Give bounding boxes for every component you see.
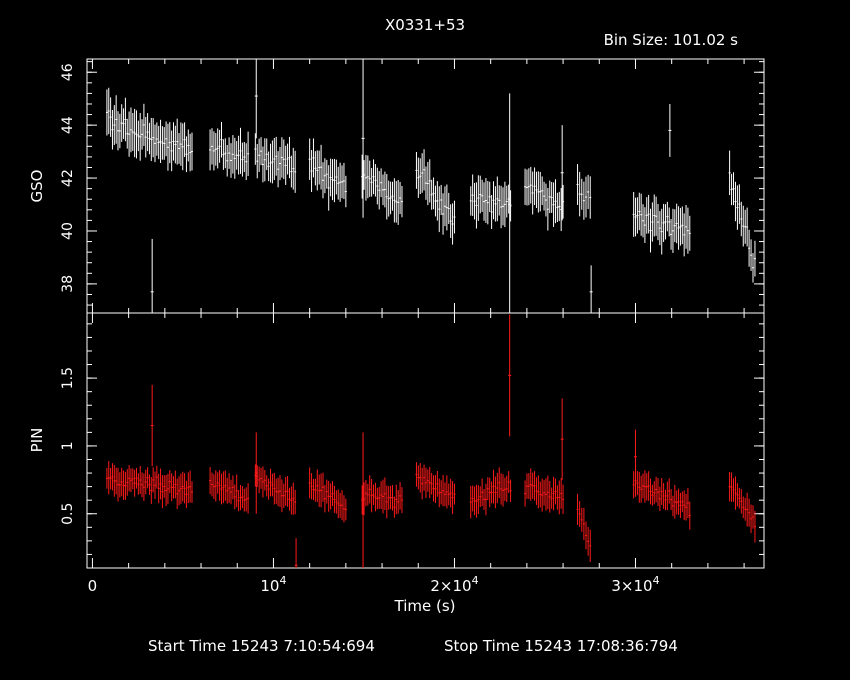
x-axis-label: Time (s): [394, 597, 456, 615]
pin-data-points: [105, 314, 756, 568]
chart-title: X0331+53: [385, 16, 465, 34]
x-tick-label-exponent: 4: [279, 574, 286, 587]
pin-panel: PIN 0.5 1 1.5: [28, 312, 765, 569]
pin-ytick-label: 1: [60, 441, 76, 450]
gso-ytick-label: 44: [60, 116, 76, 134]
stop-time-label: Stop Time 15243 17:08:36:794: [444, 637, 678, 655]
pin-ticks: 0.5 1 1.5: [60, 323, 764, 569]
x-tick-label-exponent: 4: [653, 574, 660, 587]
gso-ylabel: GSO: [28, 170, 46, 203]
gso-ytick-label: 42: [60, 169, 76, 187]
pin-frame: [86, 312, 765, 569]
pin-ytick-label: 0.5: [60, 503, 76, 525]
gso-ytick-label: 46: [60, 63, 76, 81]
gso-ytick-label: 40: [60, 222, 76, 240]
pin-ylabel: PIN: [28, 428, 46, 453]
x-axis-ticks: [91, 59, 745, 568]
x-tick-label: 3×104: [611, 574, 659, 595]
bin-size-label: Bin Size: 101.02 s: [604, 31, 739, 49]
start-time-label: Start Time 15243 7:10:54:694: [148, 637, 375, 655]
pin-ytick-label: 1.5: [60, 367, 76, 389]
gso-ticks: 38 40 42 44 46: [60, 61, 764, 306]
gso-ytick-label: 38: [60, 275, 76, 293]
x-tick-label-exponent: 4: [472, 574, 479, 587]
x-tick-label: 2×104: [430, 574, 478, 595]
gso-panel: GSO 38 40 42 44 46: [28, 58, 765, 314]
gso-data-points: [105, 59, 756, 313]
x-tick-label-0: 0: [88, 577, 98, 595]
